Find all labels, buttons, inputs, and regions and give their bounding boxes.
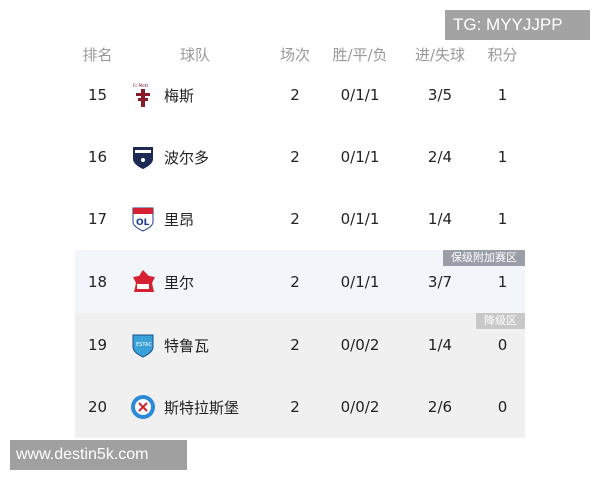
rank: 18 — [87, 273, 108, 291]
site-watermark: www.destin5k.com — [10, 440, 187, 470]
points: 1 — [497, 273, 508, 291]
rank: 16 — [87, 148, 108, 166]
wdl: 0/0/2 — [340, 398, 380, 416]
played: 2 — [290, 86, 300, 104]
svg-text:Fc Metz: Fc Metz — [133, 83, 148, 88]
tg-watermark: TG: MYYJJPP — [445, 10, 590, 40]
header-played: 场次 — [279, 45, 310, 64]
wdl: 0/1/1 — [340, 273, 380, 291]
wdl: 0/0/2 — [340, 336, 380, 354]
goals: 2/4 — [427, 148, 453, 166]
rank: 20 — [87, 398, 108, 416]
table-row[interactable]: 16 波尔多 2 0/1/1 2/4 1 — [75, 126, 525, 188]
table-row[interactable]: 18 里尔 2 0/1/1 3/7 1 — [75, 251, 525, 313]
header-goals: 进/失球 — [414, 45, 466, 64]
rank: 17 — [87, 210, 108, 228]
header-team: 球队 — [179, 45, 210, 64]
wdl: 0/1/1 — [340, 86, 380, 104]
played: 2 — [290, 336, 300, 354]
strasbourg-logo-icon — [130, 394, 156, 420]
points: 1 — [497, 148, 508, 166]
team-name: 梅斯 — [164, 86, 195, 105]
table-header: 排名 球队 场次 胜/平/负 进/失球 积分 — [75, 40, 525, 68]
played: 2 — [290, 210, 300, 228]
table-row[interactable]: 19 ESTAC 特鲁瓦 2 0/0/2 1/4 0 — [75, 314, 525, 376]
header-wdl: 胜/平/负 — [332, 45, 388, 64]
header-points: 积分 — [487, 45, 518, 64]
played: 2 — [290, 398, 300, 416]
points: 0 — [497, 398, 508, 416]
points: 1 — [497, 86, 508, 104]
played: 2 — [290, 273, 300, 291]
team-cell[interactable]: OL 里昂 — [120, 206, 270, 232]
bordeaux-logo-icon — [130, 144, 156, 170]
team-name: 波尔多 — [164, 148, 210, 167]
goals: 3/7 — [427, 273, 453, 291]
points: 1 — [497, 210, 508, 228]
lyon-logo-icon: OL — [130, 206, 156, 232]
team-name: 里昂 — [164, 210, 195, 229]
metz-logo-icon: Fc Metz — [130, 82, 156, 108]
wdl: 0/1/1 — [340, 148, 380, 166]
wdl: 0/1/1 — [340, 210, 380, 228]
lille-logo-icon — [130, 269, 156, 295]
header-rank: 排名 — [82, 45, 113, 64]
table-row[interactable]: 17 OL 里昂 2 0/1/1 1/4 1 — [75, 188, 525, 250]
goals: 1/4 — [427, 336, 453, 354]
team-cell[interactable]: 斯特拉斯堡 — [120, 394, 270, 420]
goals: 2/6 — [427, 398, 453, 416]
team-cell[interactable]: 波尔多 — [120, 144, 270, 170]
team-name: 特鲁瓦 — [164, 336, 210, 355]
team-name: 斯特拉斯堡 — [164, 398, 240, 417]
relegation-zone-badge: 降级区 — [476, 313, 525, 329]
team-cell[interactable]: ESTAC 特鲁瓦 — [120, 332, 270, 358]
team-cell[interactable]: Fc Metz 梅斯 — [120, 82, 270, 108]
table-row[interactable]: 15 Fc Metz 梅斯 2 0/1/1 3/5 1 — [75, 64, 525, 126]
goals: 3/5 — [427, 86, 453, 104]
rank: 19 — [87, 336, 108, 354]
team-name: 里尔 — [164, 273, 195, 292]
rank: 15 — [87, 86, 108, 104]
troyes-logo-icon: ESTAC — [130, 332, 156, 358]
team-cell[interactable]: 里尔 — [120, 269, 270, 295]
svg-text:OL: OL — [136, 218, 150, 228]
points: 0 — [497, 336, 508, 354]
svg-text:ESTAC: ESTAC — [136, 342, 152, 348]
playoff-zone-badge: 保级附加赛区 — [443, 250, 525, 266]
table-row[interactable]: 20 斯特拉斯堡 2 0/0/2 2/6 0 — [75, 376, 525, 438]
goals: 1/4 — [427, 210, 453, 228]
played: 2 — [290, 148, 300, 166]
